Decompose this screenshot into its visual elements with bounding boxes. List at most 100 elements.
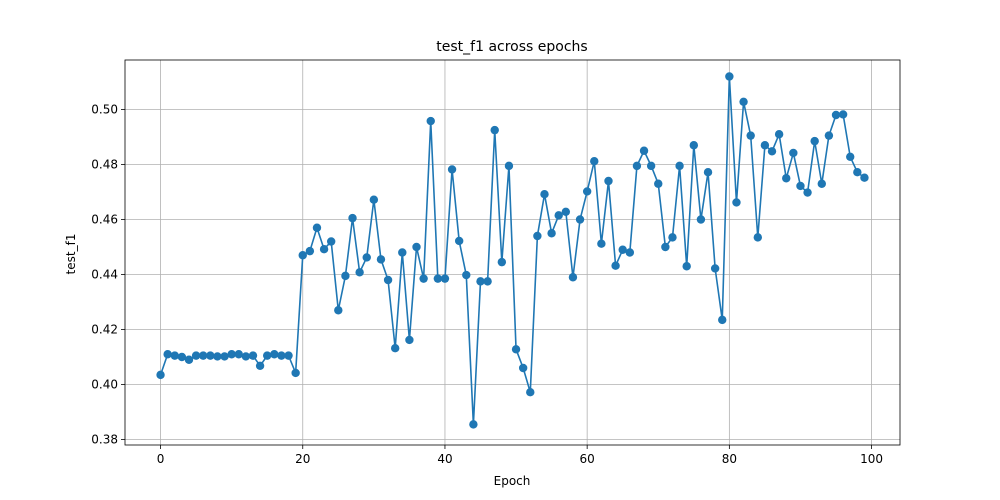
data-point (447, 165, 457, 174)
x-tick-label: 40 (437, 452, 452, 466)
data-point (732, 198, 741, 207)
y-tick-label: 0.38 (91, 433, 118, 447)
data-point (220, 352, 229, 361)
data-point (789, 148, 798, 158)
series-line (159, 76, 865, 425)
data-point (860, 173, 869, 182)
data-point (504, 161, 514, 171)
data-point (312, 223, 322, 232)
data-point (597, 239, 606, 248)
data-point (412, 242, 421, 252)
data-point (227, 350, 236, 359)
data-point (760, 141, 770, 150)
data-point (341, 271, 350, 281)
y-tick-label: 0.50 (91, 103, 118, 117)
data-point (483, 277, 492, 286)
y-tick-label: 0.40 (91, 378, 118, 392)
data-point (398, 248, 407, 257)
data-point (241, 352, 251, 361)
data-point (703, 168, 713, 177)
data-point (248, 351, 258, 360)
data-point (810, 136, 819, 146)
data-point (199, 351, 208, 360)
y-tick-label: 0.42 (91, 323, 118, 337)
y-tick-label: 0.46 (91, 213, 118, 227)
data-point (511, 345, 521, 354)
data-point (348, 213, 357, 223)
data-point (334, 306, 343, 315)
data-point (689, 141, 699, 150)
data-point (405, 335, 414, 345)
data-point (362, 253, 371, 262)
data-point (654, 179, 663, 188)
data-point (582, 187, 592, 196)
data-point (774, 130, 784, 139)
data-point (469, 420, 478, 429)
data-point (277, 351, 286, 360)
data-point (632, 161, 642, 171)
data-point (604, 176, 613, 186)
x-axis-label: Epoch (494, 474, 531, 488)
plot-frame (124, 59, 901, 446)
data-point (590, 157, 599, 166)
y-axis-label: test_f1 (64, 234, 78, 275)
y-tick-label: 0.48 (91, 158, 118, 172)
data-point (718, 315, 727, 325)
data-point (661, 242, 670, 252)
data-point (625, 248, 635, 257)
data-point (561, 207, 571, 216)
data-point (284, 351, 293, 360)
data-point (796, 181, 805, 191)
data-point (803, 188, 812, 197)
data-point (668, 233, 677, 242)
data-point (440, 274, 450, 283)
data-point (611, 261, 620, 270)
data-point (177, 352, 187, 362)
data-point (518, 363, 528, 373)
data-point (419, 274, 428, 283)
data-point (846, 152, 855, 161)
chart-title: test_f1 across epochs (436, 39, 587, 55)
data-point (497, 257, 507, 267)
data-point (853, 168, 862, 177)
data-point (383, 275, 393, 285)
data-point (319, 245, 329, 254)
data-point (568, 273, 578, 282)
data-point (824, 131, 834, 140)
data-point (298, 251, 307, 260)
data-point (838, 110, 848, 119)
data-point (646, 161, 656, 171)
data-point (533, 231, 542, 241)
data-point (831, 110, 841, 120)
data-point (739, 97, 748, 107)
data-point (725, 72, 734, 81)
y-tick-label: 0.44 (91, 268, 118, 282)
data-point (163, 350, 172, 359)
data-point (618, 245, 627, 254)
data-point (326, 237, 336, 246)
data-point (291, 368, 300, 378)
data-point (305, 246, 315, 256)
x-tick-label: 0 (157, 452, 165, 466)
data-point (575, 215, 585, 224)
data-point (817, 179, 826, 188)
data-point (270, 350, 279, 359)
x-tick-label: 80 (722, 452, 737, 466)
data-point (369, 195, 379, 204)
data-point (433, 274, 443, 283)
data-point (675, 161, 684, 171)
data-point (540, 190, 549, 199)
data-point (476, 277, 485, 286)
x-tick-label: 20 (295, 452, 310, 466)
data-point (170, 351, 179, 360)
data-point (156, 370, 165, 380)
data-point (554, 211, 563, 220)
data-points (156, 72, 869, 429)
data-point (462, 270, 471, 280)
data-point (263, 351, 272, 360)
data-point (234, 350, 243, 359)
data-point (184, 355, 194, 364)
data-point (746, 131, 755, 140)
